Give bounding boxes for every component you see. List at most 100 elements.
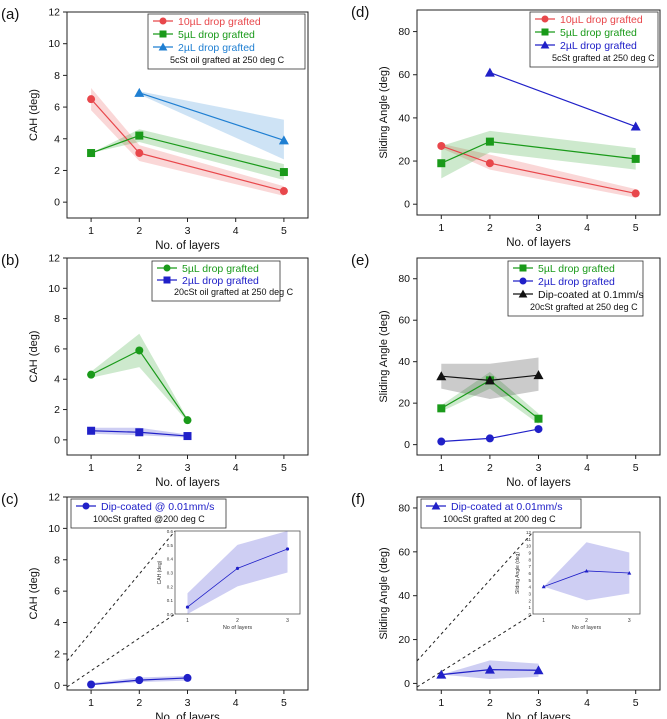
y-tick-label: 6: [54, 102, 60, 114]
x-axis-title: No. of layers: [155, 477, 220, 489]
inset-y-tick-label: 5: [528, 578, 531, 583]
x-tick-label: 5: [633, 222, 639, 234]
panel-d: (d) 1 2 3 4 5 0 20 40 60 80 No. of layers Sliding An…: [351, 4, 661, 249]
legend-box: [529, 11, 659, 68]
x-tick-label: 3: [185, 697, 191, 709]
legend-label: 5µL drop grafted: [178, 29, 255, 41]
inset-y-tick-label: 2: [528, 598, 531, 603]
inset-y-tick-label: 9: [528, 551, 531, 556]
data-point: [630, 121, 641, 131]
y-tick-label: 60: [398, 69, 410, 81]
legend-marker: [163, 276, 171, 284]
x-axis-title: No. of layers: [506, 712, 571, 719]
x-tick-label: 1: [438, 462, 444, 474]
x-axis-title: No. of layers: [155, 712, 220, 719]
inset-y-tick-label: 0: [528, 612, 531, 617]
x-tick-label: 3: [185, 462, 191, 474]
x-tick-label: 4: [233, 697, 239, 709]
inset-y-tick-label: 8: [528, 557, 531, 562]
data-point: [437, 159, 446, 168]
y-tick-label: 10: [48, 523, 60, 535]
x-tick-label: 3: [536, 462, 542, 474]
inset-x-tick-label: 3: [286, 618, 289, 624]
y-tick-label: 0: [54, 680, 60, 692]
x-tick-label: 2: [136, 697, 142, 709]
panel-label: (d): [351, 4, 369, 21]
legend-label: Dip-coated at 0.01mm/s: [451, 501, 562, 513]
x-axis-title: No. of layers: [506, 237, 571, 249]
data-point: [87, 680, 96, 689]
x-tick-label: 1: [88, 225, 94, 237]
legend-label: 2µL drop grafted: [178, 42, 255, 54]
inset-x-tick-label: 3: [628, 618, 631, 624]
inset-y-tick-label: 0.6: [167, 529, 174, 534]
x-tick-label: 3: [185, 225, 191, 237]
inset-x-tick-label: 1: [186, 618, 189, 624]
y-tick-label: 4: [54, 133, 60, 145]
y-tick-label: 2: [54, 165, 60, 177]
data-point: [183, 432, 192, 441]
x-tick-label: 3: [536, 697, 542, 709]
inset-y-tick-label: 1: [528, 605, 531, 610]
x-tick-label: 5: [281, 697, 287, 709]
inset-y-tick-label: 0.0: [167, 612, 174, 617]
legend-box: [147, 13, 306, 70]
inset-x-tick-label: 2: [585, 618, 588, 624]
series-line: [139, 92, 285, 141]
y-tick-label: 8: [54, 313, 60, 325]
inset-y-tick-label: 0.1: [167, 598, 174, 603]
data-point: [437, 141, 446, 150]
panel-label: (f): [351, 491, 365, 508]
legend-marker: [163, 264, 171, 272]
series-line: [489, 72, 636, 128]
legend-note: 100cSt grafted at 200 deg C: [443, 514, 556, 524]
y-tick-label: 60: [398, 315, 410, 327]
x-tick-label: 5: [281, 225, 287, 237]
panel-label: (e): [351, 252, 369, 269]
y-tick-label: 2: [54, 404, 60, 416]
legend-marker: [159, 17, 167, 25]
data-point: [631, 189, 640, 198]
data-point: [534, 425, 543, 434]
panel-label: (b): [1, 252, 19, 269]
x-tick-label: 4: [584, 462, 590, 474]
data-point: [279, 187, 288, 196]
inset-data-point: [584, 568, 589, 573]
y-axis-title: CAH (deg): [28, 89, 40, 141]
zoom-line: [66, 530, 176, 662]
y-axis-title: Sliding Angle (deg): [378, 66, 390, 158]
x-tick-label: 2: [487, 222, 493, 234]
x-tick-label: 1: [438, 222, 444, 234]
zoom-line: [416, 613, 534, 688]
inset-data-point: [185, 605, 190, 609]
x-tick-label: 2: [136, 462, 142, 474]
data-point: [484, 664, 495, 674]
error-band: [139, 91, 284, 160]
legend-label: 2µL drop grafted: [560, 40, 637, 52]
panel-e: (e) 1 2 3 4 5 0 20 40 60 80 No. of layers Sliding An…: [351, 252, 661, 489]
y-tick-label: 40: [398, 590, 410, 602]
y-tick-label: 0: [404, 439, 410, 451]
zoom-line: [416, 531, 534, 662]
inset-y-tick-label: 4: [528, 585, 531, 590]
legend-label: 10µL drop grafted: [178, 16, 261, 28]
data-point: [87, 149, 96, 158]
legend-label: 5µL drop grafted: [560, 27, 637, 39]
legend-box: [420, 498, 582, 529]
data-point: [134, 87, 145, 97]
inset-data-point: [627, 571, 632, 575]
inset-y-tick-label: 6: [528, 571, 531, 576]
inset-data-point: [235, 566, 240, 570]
error-band: [91, 129, 284, 180]
data-point: [135, 428, 144, 437]
y-tick-label: 40: [398, 356, 410, 368]
inset-x-tick-label: 2: [236, 618, 239, 624]
y-tick-label: 0: [404, 199, 410, 211]
x-tick-label: 2: [487, 462, 493, 474]
inset-y-tick-label: 0.2: [167, 584, 174, 589]
y-tick-label: 6: [54, 343, 60, 355]
y-axis-title: Sliding Angle (deg): [378, 547, 390, 639]
y-tick-label: 80: [398, 273, 410, 285]
